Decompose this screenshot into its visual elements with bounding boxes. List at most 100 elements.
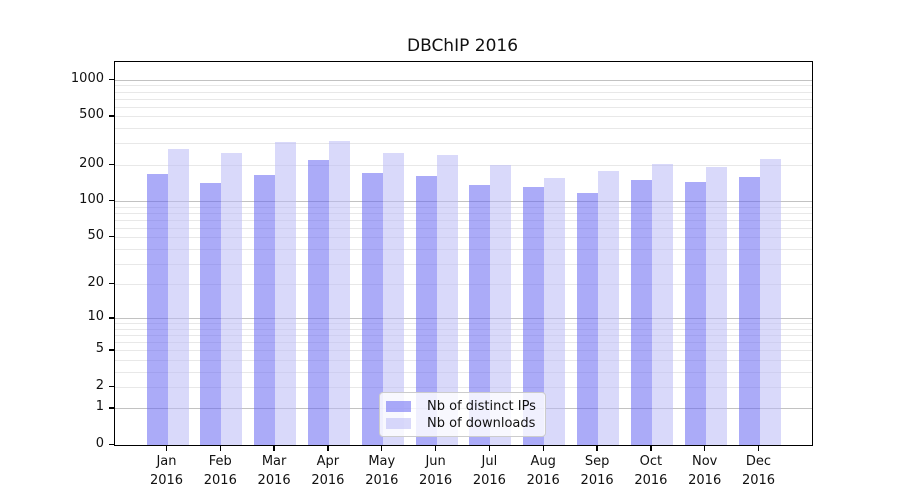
y-tick-mark [108,163,114,165]
y-tick-label-200: 200 [79,155,104,171]
gridline-minor [115,143,812,145]
y-tick-label-2: 2 [95,377,104,393]
x-tick-year: 2016 [472,473,506,488]
x-tick-label-jun: Jun 2016 [406,452,466,490]
y-tick-label-5: 5 [95,341,104,357]
legend-row-downloads: Nb of downloads [386,416,537,431]
x-tick-year: 2016 [203,473,237,488]
x-tick-label-jan: Jan 2016 [137,452,197,490]
y-tick-mark [108,349,114,351]
x-tick-year: 2016 [741,473,776,488]
x-tick-label-jul: Jul 2016 [459,452,519,490]
x-tick-month: Jan [156,454,177,469]
y-tick-mark [108,78,114,81]
gridline-minor [115,85,812,87]
bar-downloads-oct [651,164,673,445]
x-tick-mark [542,445,544,451]
y-tick-label-0: 0 [95,436,104,451]
bar-downloads-may [382,153,404,445]
gridline-minor [115,227,812,229]
gridline-minor [115,335,812,337]
legend-label-distinct-ips: Nb of distinct IPs [427,399,536,414]
chart-title: DBChIP 2016 [406,36,519,56]
y-tick-mark [108,385,114,388]
gridline-major [115,79,812,81]
x-tick-mark [757,445,760,451]
bar-distinct-ips-mar [254,174,276,445]
bar-downloads-jul [490,164,512,445]
x-tick-month: Mar [261,454,287,469]
x-tick-mark [596,445,598,451]
gridline-minor [115,248,812,250]
x-tick-label-may: May 2016 [352,452,412,490]
gridline-minor [115,386,812,388]
plot-area [114,61,813,446]
gridline-minor [115,116,812,118]
y-tick-mark [108,200,114,202]
legend-label-downloads: Nb of downloads [427,416,536,431]
gridline-minor [115,212,812,214]
y-tick-label-100: 100 [79,192,104,207]
gridline-minor [115,342,812,344]
bar-distinct-ips-aug [523,186,545,445]
gridline-minor [115,371,812,373]
y-tick-label-500: 500 [79,107,104,123]
y-tick-label-10: 10 [87,309,104,325]
bar-downloads-nov [705,167,727,445]
bar-distinct-ips-jan [146,173,168,445]
x-tick-month: Dec [745,454,772,469]
x-tick-mark [650,445,652,451]
gridline-minor [115,164,812,166]
x-tick-mark [165,445,168,451]
gridline-minor [115,98,812,100]
bar-downloads-mar [275,142,297,445]
y-tick-mark [108,236,114,238]
x-tick-label-aug: Aug 2016 [513,452,573,490]
gridline-minor [115,219,812,221]
gridline-minor [115,263,812,265]
x-tick-year: 2016 [149,473,184,488]
bar-downloads-jun [436,155,458,445]
x-tick-month: Sep [584,454,610,469]
x-tick-label-dec: Dec 2016 [729,452,789,490]
x-tick-month: Nov [692,454,718,469]
x-tick-mark [704,445,706,451]
x-tick-label-mar: Mar 2016 [244,452,304,490]
x-tick-month: Aug [530,454,556,469]
y-tick-mark [108,407,114,409]
y-tick-mark [108,444,114,446]
bar-distinct-ips-jun [415,176,437,445]
x-tick-month: Apr [316,454,340,469]
bar-distinct-ips-jul [469,185,491,445]
bar-distinct-ips-apr [307,160,329,445]
y-tick-label-50: 50 [87,228,104,244]
legend-swatch-downloads [386,418,411,429]
bar-downloads-dec [759,158,781,445]
x-tick-mark [273,445,275,451]
bar-distinct-ips-sep [577,192,599,445]
x-tick-month: Oct [639,454,663,469]
gridline-minor [115,91,812,93]
bar-downloads-sep [598,171,620,445]
x-tick-label-oct: Oct 2016 [621,452,681,490]
x-tick-year: 2016 [580,473,614,488]
x-tick-year: 2016 [257,473,291,488]
legend-row-distinct-ips: Nb of distinct IPs [386,399,537,414]
x-tick-label-apr: Apr 2016 [298,452,358,490]
y-tick-mark [108,115,114,117]
bar-downloads-feb [221,152,243,445]
bar-distinct-ips-dec [738,177,760,445]
gridline-minor [115,350,812,352]
y-tick-label-20: 20 [87,275,104,291]
x-tick-mark [434,445,437,451]
x-tick-label-sep: Sep 2016 [567,452,627,490]
gridline-minor [115,206,812,208]
x-tick-year: 2016 [365,473,399,488]
bar-distinct-ips-feb [200,183,222,445]
gridline-minor [115,106,812,108]
x-tick-mark [488,445,491,451]
x-tick-month: Feb [208,454,232,469]
x-tick-month: Jun [425,454,446,469]
x-tick-label-feb: Feb 2016 [190,452,250,490]
bar-downloads-jan [167,149,189,445]
